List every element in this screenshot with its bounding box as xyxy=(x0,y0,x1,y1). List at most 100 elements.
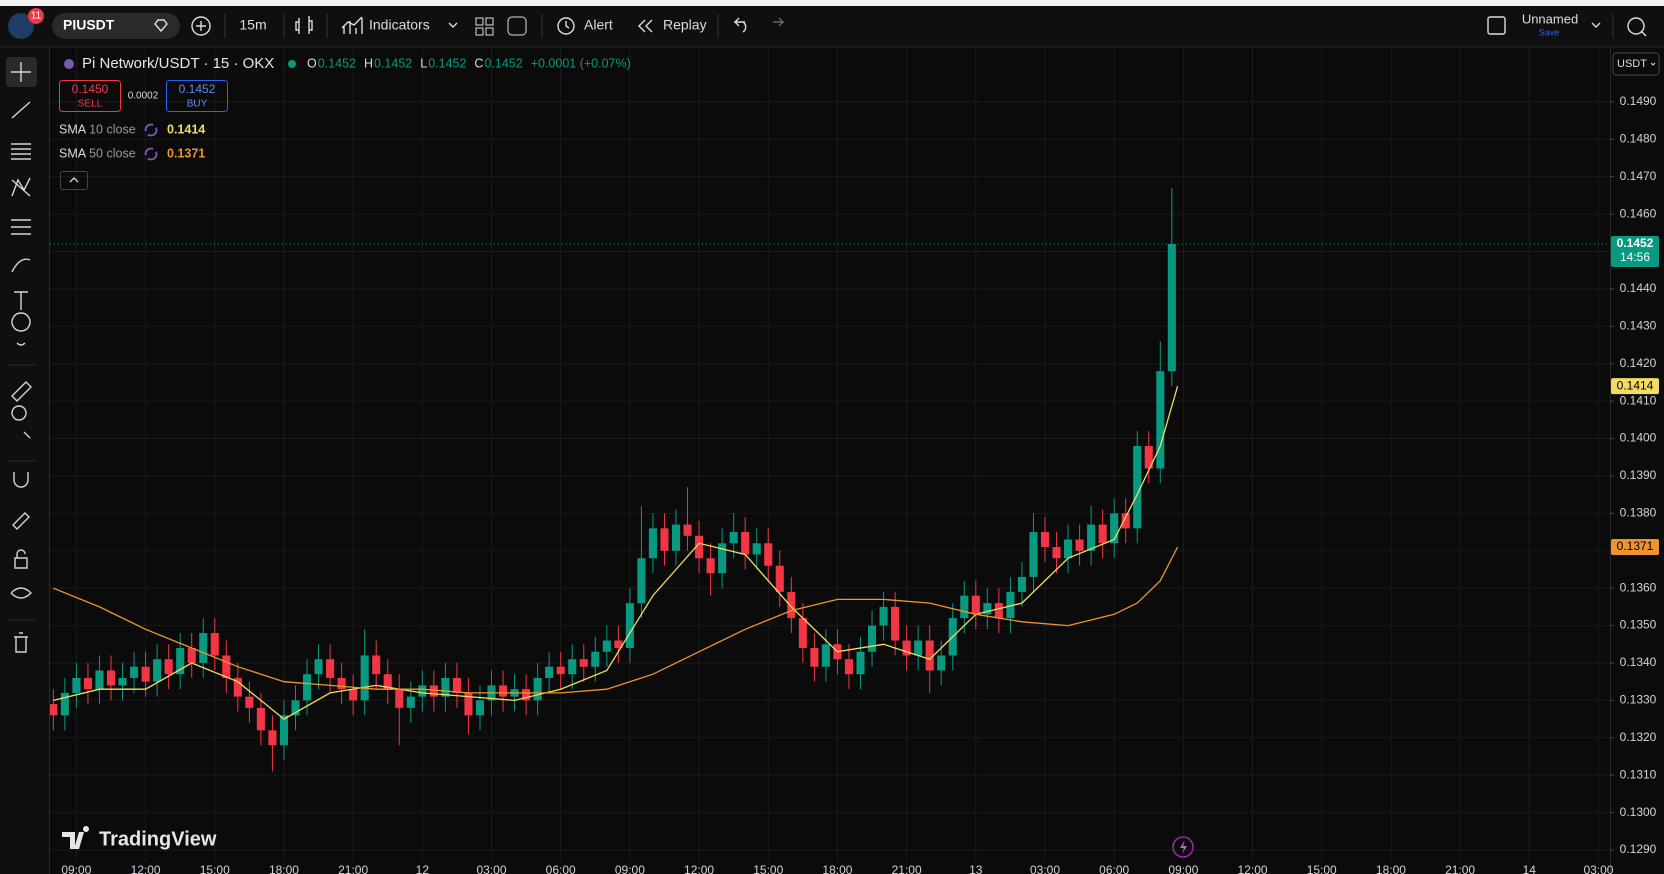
y-tick-label: 0.1420 xyxy=(1620,356,1657,370)
scripts[interactable] xyxy=(507,16,527,36)
currency[interactable]: USDT xyxy=(1617,58,1647,70)
candle-body xyxy=(349,689,358,701)
buy-button[interactable] xyxy=(166,80,228,112)
candle-body xyxy=(72,677,81,693)
candle-body xyxy=(695,535,704,559)
candle-body xyxy=(937,655,946,671)
candle-body xyxy=(821,644,830,667)
indicators[interactable]: Indicators xyxy=(369,17,430,33)
indicators-icon[interactable] xyxy=(341,16,363,34)
x-tick-label: 12:00 xyxy=(131,863,161,874)
candle-body xyxy=(60,692,69,716)
x-tick-label: 14 xyxy=(1523,863,1537,874)
x-tick-label: 09:00 xyxy=(615,863,645,874)
ohlc-value: 0.1452 xyxy=(484,56,522,70)
candle-body xyxy=(891,606,900,641)
candle-body xyxy=(660,528,669,551)
alert-icon xyxy=(565,21,570,29)
buy-price: 0.1452 xyxy=(179,82,216,96)
ohlc-legend: O 0.1452 H 0.1452 L 0.1452 C 0.1452 +0.0001 (+0.… xyxy=(307,56,631,70)
y-tick-label: 0.1440 xyxy=(1620,281,1657,295)
events-icon xyxy=(1180,840,1187,854)
sma-price-label: 0.1414 xyxy=(1617,378,1654,392)
tool-icon[interactable] xyxy=(12,512,30,530)
ohlc-key: O xyxy=(307,56,317,70)
candle-body xyxy=(187,648,196,663)
x-tick-label: 12 xyxy=(416,863,430,874)
tool-icon[interactable] xyxy=(13,472,29,488)
candle-body xyxy=(522,689,531,701)
candle-body xyxy=(302,674,312,701)
avatar[interactable] xyxy=(8,13,34,39)
candle-body xyxy=(464,692,473,716)
x-tick-label: 13 xyxy=(969,863,983,874)
tool-icon[interactable] xyxy=(14,549,28,569)
symbol-search[interactable] xyxy=(52,13,180,39)
tool-icon[interactable] xyxy=(11,62,31,82)
gem-icon[interactable] xyxy=(154,19,168,33)
collapse-legend[interactable] xyxy=(60,171,88,190)
y-tick-label: 0.1490 xyxy=(1620,94,1657,108)
tool-icon[interactable] xyxy=(11,219,31,235)
save[interactable]: Save xyxy=(1539,27,1560,37)
sma-name: SMA xyxy=(59,122,87,136)
dropdown xyxy=(1650,62,1656,66)
y-tick-label: 0.1350 xyxy=(1620,618,1657,632)
tool-icon[interactable] xyxy=(11,312,31,346)
undo[interactable] xyxy=(733,17,747,33)
dropdown[interactable] xyxy=(1591,22,1601,28)
candle-body xyxy=(844,659,854,675)
window-strip xyxy=(0,0,1664,6)
tool-icon[interactable] xyxy=(14,632,28,653)
candle-body xyxy=(1167,244,1176,372)
candle-body xyxy=(983,603,992,615)
tool-icon[interactable] xyxy=(11,258,31,273)
interval[interactable]: 15m xyxy=(239,17,266,33)
candle-body xyxy=(222,655,231,678)
change: +0.0001 (+0.07%) xyxy=(531,56,631,70)
symbol-logo xyxy=(64,59,74,69)
add-symbol[interactable] xyxy=(191,16,211,36)
replay[interactable]: Replay xyxy=(663,17,707,33)
ohlc-value: 0.1452 xyxy=(428,56,466,70)
x-tick-label: 03:00 xyxy=(1030,863,1060,874)
candle-body xyxy=(994,603,1003,619)
x-tick-label: 12:00 xyxy=(684,863,714,874)
tool-icon[interactable] xyxy=(11,143,31,160)
redo[interactable] xyxy=(773,17,785,27)
sell-button[interactable] xyxy=(59,80,121,112)
chart-type[interactable] xyxy=(295,16,313,34)
ohlc-value: 0.1452 xyxy=(374,56,412,70)
layout-name[interactable]: Unnamed xyxy=(1522,11,1578,26)
events-icon[interactable] xyxy=(1172,836,1194,858)
replay-icon[interactable] xyxy=(638,19,653,33)
x-tick-label: 18:00 xyxy=(269,863,299,874)
sma-line xyxy=(53,546,1179,694)
candle-body xyxy=(914,640,923,656)
tool-icon[interactable] xyxy=(11,405,31,439)
tool-icon[interactable] xyxy=(11,381,32,402)
candle-body xyxy=(1029,532,1038,577)
x-tick-label: 15:00 xyxy=(200,863,230,874)
top-toolbar xyxy=(0,6,1664,47)
dropdown[interactable] xyxy=(448,22,458,28)
tool-icon[interactable] xyxy=(11,177,31,197)
current-price-label: 0.1452 xyxy=(1617,236,1654,250)
alert[interactable]: Alert xyxy=(584,17,613,33)
candle-body xyxy=(787,591,796,619)
candle-body xyxy=(591,651,600,667)
quick-search xyxy=(1640,30,1647,37)
quick-search[interactable] xyxy=(1627,17,1645,35)
candle-body xyxy=(452,677,461,693)
tool-icon[interactable] xyxy=(10,587,32,599)
tool-icon[interactable] xyxy=(11,101,31,119)
candle-body xyxy=(879,606,888,626)
symbol: PIUSDT xyxy=(63,17,115,33)
templates[interactable] xyxy=(475,17,484,26)
layout-icon[interactable] xyxy=(1487,16,1506,35)
tool-icon[interactable] xyxy=(14,291,28,310)
candle-body xyxy=(741,532,750,555)
alert-icon[interactable] xyxy=(557,17,575,35)
sma-value: 0.1371 xyxy=(167,146,205,160)
